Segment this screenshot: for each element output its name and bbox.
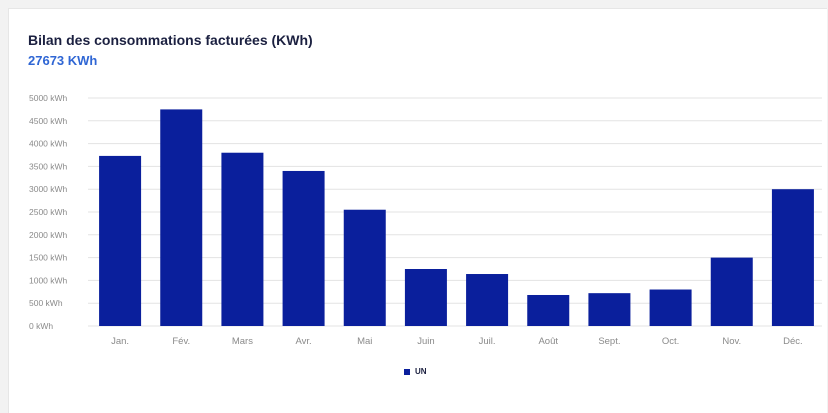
grid-lines xyxy=(88,97,822,327)
y-tick-label: 5000 kWh xyxy=(29,93,68,103)
y-tick-label: 1000 kWh xyxy=(29,275,68,285)
y-tick-label: 4000 kWh xyxy=(29,139,68,149)
x-tick-label: Jan. xyxy=(111,336,129,347)
bar-Déc.[interactable] xyxy=(771,189,814,326)
bar-Sept.[interactable] xyxy=(588,293,631,326)
x-tick-label: Juin xyxy=(417,336,434,347)
y-tick-label: 2500 kWh xyxy=(29,207,68,217)
x-tick-label: Avr. xyxy=(295,336,311,347)
bar-Juil.[interactable] xyxy=(466,274,509,326)
bar-Mars[interactable] xyxy=(221,152,264,326)
x-tick-label: Mai xyxy=(357,336,372,347)
bar-Jan.[interactable] xyxy=(99,155,142,326)
y-tick-label: 1500 kWh xyxy=(29,253,68,263)
y-tick-label: 4500 kWh xyxy=(29,116,68,126)
y-tick-label: 0 kWh xyxy=(29,321,53,331)
y-axis-ticks: 0 kWh 500 kWh 1000 kWh 1500 kWh 2000 kWh 2500… xyxy=(29,93,68,331)
x-tick-label: Oct. xyxy=(662,336,679,347)
bars xyxy=(99,109,814,327)
total-consumption: 27673 KWh xyxy=(28,53,98,68)
x-tick-label: Déc. xyxy=(783,336,803,347)
chart-card: Bilan des consommations facturées (KWh) … xyxy=(8,8,827,413)
y-tick-label: 2000 kWh xyxy=(29,230,68,240)
x-tick-label: Juil. xyxy=(479,336,496,347)
bar-Avr.[interactable] xyxy=(282,170,325,326)
legend-label-un: UN xyxy=(415,367,427,376)
bar-Mai[interactable] xyxy=(343,209,386,326)
x-tick-label: Fév. xyxy=(172,336,190,347)
bar-Nov.[interactable] xyxy=(710,257,753,326)
bar-Juin[interactable] xyxy=(404,269,447,326)
x-axis-ticks: Jan. Fév. Mars Avr. Mai Juin Juil. Août Sept. Oct… xyxy=(111,336,803,347)
chart-title: Bilan des consommations facturées (KWh) xyxy=(28,32,313,48)
bar-Fév.[interactable] xyxy=(160,109,203,327)
legend[interactable]: UN xyxy=(404,367,427,376)
x-tick-label: Sept. xyxy=(598,336,620,347)
legend-swatch-un xyxy=(404,368,410,375)
x-tick-label: Nov. xyxy=(722,336,741,347)
x-tick-label: Mars xyxy=(232,336,253,347)
x-tick-label: Août xyxy=(538,336,558,347)
y-tick-label: 500 kWh xyxy=(29,298,63,308)
bar-Oct.[interactable] xyxy=(649,289,692,326)
y-tick-label: 3000 kWh xyxy=(29,184,68,194)
bar-Août[interactable] xyxy=(527,294,570,326)
y-tick-label: 3500 kWh xyxy=(29,161,68,171)
